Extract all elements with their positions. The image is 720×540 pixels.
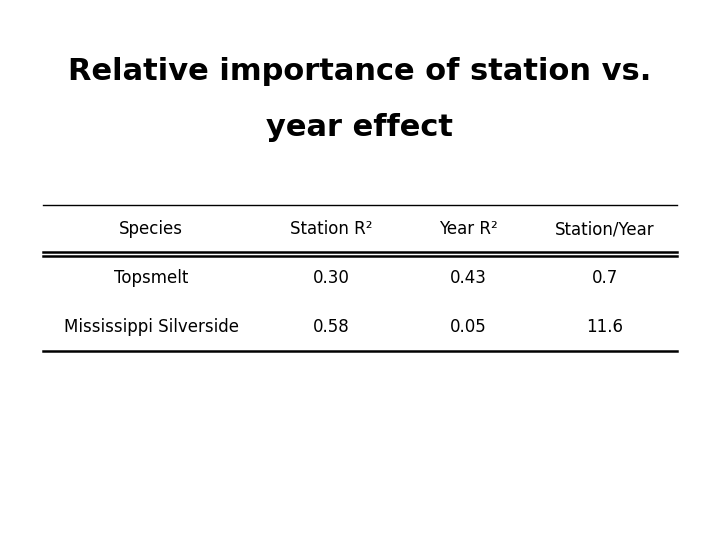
Text: 0.43: 0.43 <box>449 269 487 287</box>
Text: 0.7: 0.7 <box>592 269 618 287</box>
Text: Relative importance of station vs.: Relative importance of station vs. <box>68 57 652 86</box>
Text: Year R²: Year R² <box>438 220 498 239</box>
Text: 0.30: 0.30 <box>312 269 350 287</box>
Text: 0.58: 0.58 <box>312 318 350 336</box>
Text: Topsmelt: Topsmelt <box>114 269 189 287</box>
Text: Station R²: Station R² <box>290 220 372 239</box>
Text: 0.05: 0.05 <box>449 318 487 336</box>
Text: Species: Species <box>120 220 183 239</box>
Text: Mississippi Silverside: Mississippi Silverside <box>63 318 239 336</box>
Text: year effect: year effect <box>266 113 454 143</box>
Text: 11.6: 11.6 <box>586 318 624 336</box>
Text: Station/Year: Station/Year <box>555 220 654 239</box>
